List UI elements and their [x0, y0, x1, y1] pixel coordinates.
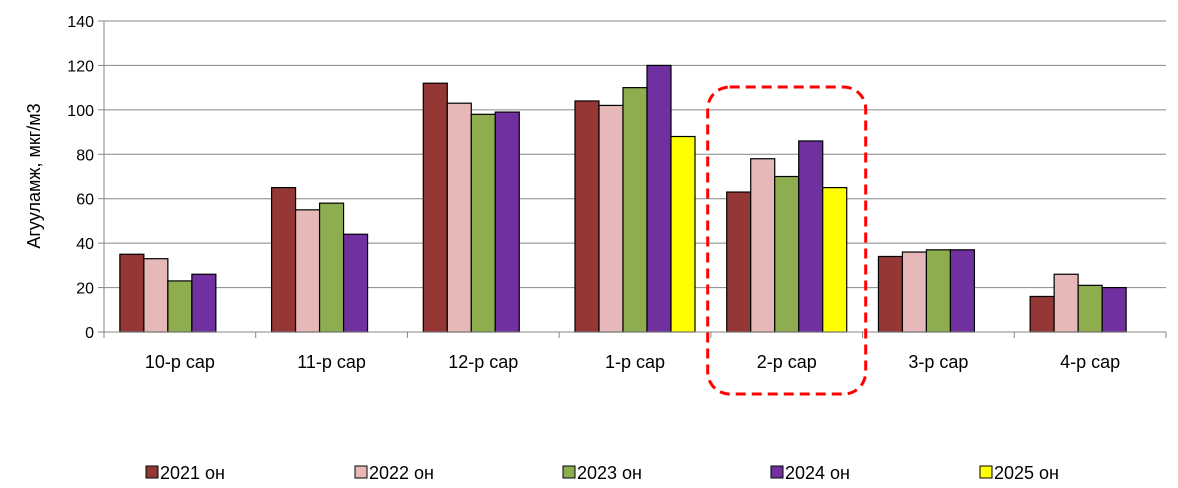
y-tick-label: 140 [67, 14, 94, 31]
bar [167, 280, 193, 333]
y-tick-label: 20 [76, 281, 94, 298]
bar [1077, 284, 1103, 333]
x-category-label: 10-р сар [145, 352, 215, 372]
x-category-label: 3-р сар [908, 352, 968, 372]
bar [1053, 273, 1079, 333]
bar [901, 251, 928, 333]
bar [470, 113, 496, 333]
y-axis-label: Агууламж, мкг/м3 [24, 103, 44, 248]
y-tick-label: 60 [76, 192, 94, 209]
bar [119, 253, 145, 333]
bar [143, 258, 169, 333]
x-category-label: 2-р сар [757, 352, 817, 372]
bars [119, 64, 1127, 333]
bar [422, 82, 448, 333]
legend-swatch [562, 465, 576, 479]
y-axis-ticks: 0 20 40 60 80 100 120 140 [67, 14, 104, 342]
x-category-label: 4-р сар [1060, 352, 1120, 372]
legend-label: 2021 он [160, 463, 225, 483]
y-tick-label: 40 [76, 236, 94, 253]
y-tick-label: 0 [85, 325, 94, 342]
axes [103, 21, 1166, 333]
bar [598, 104, 624, 333]
bar [798, 140, 824, 333]
bar [949, 249, 976, 333]
y-tick-label: 80 [76, 147, 94, 164]
bar [191, 273, 217, 333]
bar [446, 102, 472, 333]
bar [1029, 295, 1055, 333]
x-category-label: 1-р сар [605, 352, 665, 372]
bar [622, 87, 648, 333]
bar [726, 191, 752, 333]
legend-label: 2024 он [785, 463, 850, 483]
highlight-box [706, 85, 868, 396]
bar [750, 158, 776, 333]
x-category-label: 12-р сар [448, 352, 518, 372]
legend-swatch [354, 465, 368, 479]
bar [574, 100, 600, 333]
bar [494, 111, 520, 333]
bar [318, 202, 345, 333]
bar [1101, 286, 1127, 333]
legend-swatch [770, 465, 784, 479]
legend-swatch [979, 465, 993, 479]
bar [925, 249, 952, 333]
bar [294, 209, 321, 333]
bar [670, 135, 696, 333]
legend: 2021 он 2022 он 2023 он 2024 он 2025 он [145, 463, 1059, 483]
x-axis-categories: 10-р сар 11-р сар 12-р сар 1-р сар 2-р сар 3-… [103, 332, 1167, 372]
bar [342, 233, 369, 333]
bar [646, 64, 672, 333]
y-tick-label: 120 [67, 58, 94, 75]
legend-swatch [145, 465, 159, 479]
bar [822, 187, 848, 333]
legend-label: 2023 он [577, 463, 642, 483]
legend-label: 2022 он [369, 463, 434, 483]
bar [877, 255, 904, 333]
y-tick-label: 100 [67, 103, 94, 120]
bar [270, 187, 297, 333]
bar [774, 175, 800, 333]
x-category-label: 11-р сар [297, 352, 366, 372]
legend-label: 2025 он [994, 463, 1059, 483]
